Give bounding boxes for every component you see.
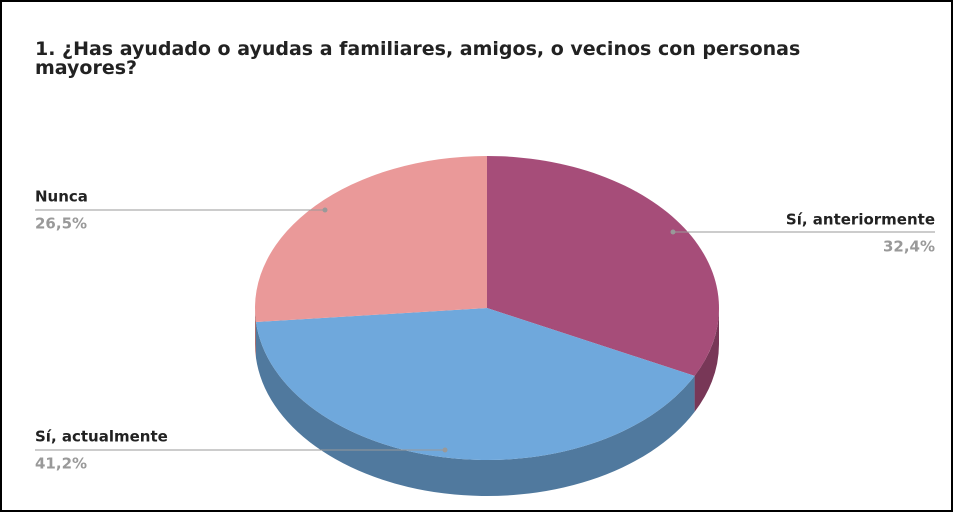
leader-dot [442, 447, 448, 453]
chart-title: 1. ¿Has ayudado o ayudas a familiares, a… [35, 38, 801, 79]
slice-side [694, 308, 719, 412]
slice-label: Sí, anteriormente [786, 211, 935, 229]
slice [255, 308, 695, 460]
leader-dot [322, 207, 328, 213]
slice-label: Nunca [35, 188, 88, 206]
slice-value: 32,4% [883, 238, 935, 256]
slice [487, 156, 719, 376]
slice-value: 26,5% [35, 215, 87, 233]
slice [254, 156, 487, 323]
slice-value: 41,2% [35, 455, 87, 473]
slice-label: Sí, actualmente [35, 428, 168, 446]
leader-dot [670, 229, 676, 235]
slice-side [255, 322, 695, 496]
slice-side [255, 308, 256, 359]
